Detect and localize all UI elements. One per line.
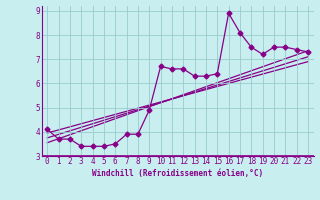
X-axis label: Windchill (Refroidissement éolien,°C): Windchill (Refroidissement éolien,°C) [92,169,263,178]
